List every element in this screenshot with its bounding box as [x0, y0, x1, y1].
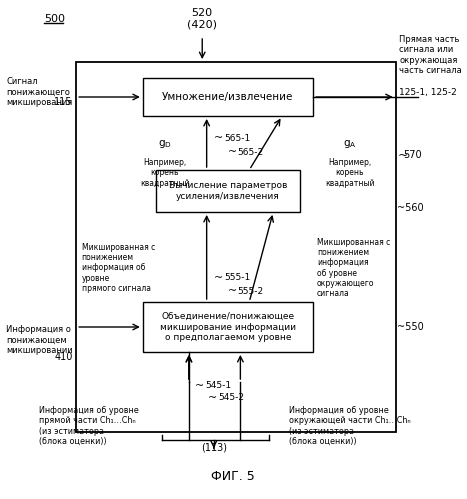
- Text: ~: ~: [208, 393, 217, 403]
- Text: 565-2: 565-2: [238, 148, 264, 157]
- Text: (420): (420): [187, 19, 217, 29]
- Text: ~: ~: [195, 381, 204, 391]
- Text: g$_\mathrm{D}$: g$_\mathrm{D}$: [158, 138, 172, 150]
- Text: Объединение/понижающее
микширование информации
о предполагаемом уровне: Объединение/понижающее микширование инфо…: [160, 312, 296, 342]
- Text: Например,
корень
квадратный: Например, корень квадратный: [325, 158, 374, 188]
- FancyBboxPatch shape: [76, 62, 396, 432]
- Text: Например,
корень
квадратный: Например, корень квадратный: [140, 158, 190, 188]
- Text: 565-1: 565-1: [225, 134, 251, 143]
- Text: ~: ~: [227, 147, 237, 157]
- Text: Информация об уровне
прямой части Ch₁…Chₙ
(из эстиматора
(блока оценки)): Информация об уровне прямой части Ch₁…Ch…: [39, 406, 138, 446]
- Text: ~560: ~560: [397, 203, 424, 213]
- Text: 115: 115: [54, 97, 73, 107]
- Text: 555-2: 555-2: [238, 286, 264, 295]
- Text: Прямая часть
сигнала или
окружающая
часть сигнала: Прямая часть сигнала или окружающая част…: [399, 35, 462, 75]
- Text: Микшированная с
понижением
информация
об уровне
окружающего
сигнала: Микшированная с понижением информация об…: [317, 238, 390, 298]
- Text: Вычисление параметров
усиления/извлечения: Вычисление параметров усиления/извлечени…: [169, 181, 287, 201]
- FancyBboxPatch shape: [143, 78, 313, 116]
- Text: 570: 570: [403, 150, 422, 160]
- Text: (113): (113): [201, 442, 227, 452]
- Text: 125-1, 125-2: 125-1, 125-2: [399, 87, 457, 96]
- Text: 520: 520: [191, 8, 213, 18]
- Text: ~: ~: [214, 273, 224, 283]
- Text: Информация об уровне
окружающей части Ch₁…Chₙ
(из эстиматора
(блока оценки)): Информация об уровне окружающей части Ch…: [289, 406, 411, 446]
- Text: ~: ~: [227, 286, 237, 296]
- Text: Информация о
понижающем
микшировании: Информация о понижающем микшировании: [6, 325, 73, 355]
- Text: 410: 410: [54, 352, 73, 362]
- Text: 545-1: 545-1: [205, 382, 231, 391]
- Text: Микшированная с
понижением
информация об
уровне
прямого сигнала: Микшированная с понижением информация об…: [82, 243, 155, 293]
- Text: 555-1: 555-1: [225, 273, 251, 282]
- Text: ~: ~: [397, 149, 408, 162]
- Text: ~550: ~550: [397, 322, 424, 332]
- Text: Умножение/извлечение: Умножение/извлечение: [162, 92, 294, 102]
- Text: ~: ~: [214, 133, 224, 143]
- Text: Сигнал
понижающего
микширования: Сигнал понижающего микширования: [7, 77, 73, 107]
- Text: 500: 500: [44, 14, 65, 24]
- Text: 545-2: 545-2: [218, 394, 244, 403]
- Text: ФИГ. 5: ФИГ. 5: [212, 470, 255, 483]
- Text: g$_\mathrm{A}$: g$_\mathrm{A}$: [343, 138, 356, 150]
- FancyBboxPatch shape: [156, 170, 300, 212]
- FancyBboxPatch shape: [143, 302, 313, 352]
